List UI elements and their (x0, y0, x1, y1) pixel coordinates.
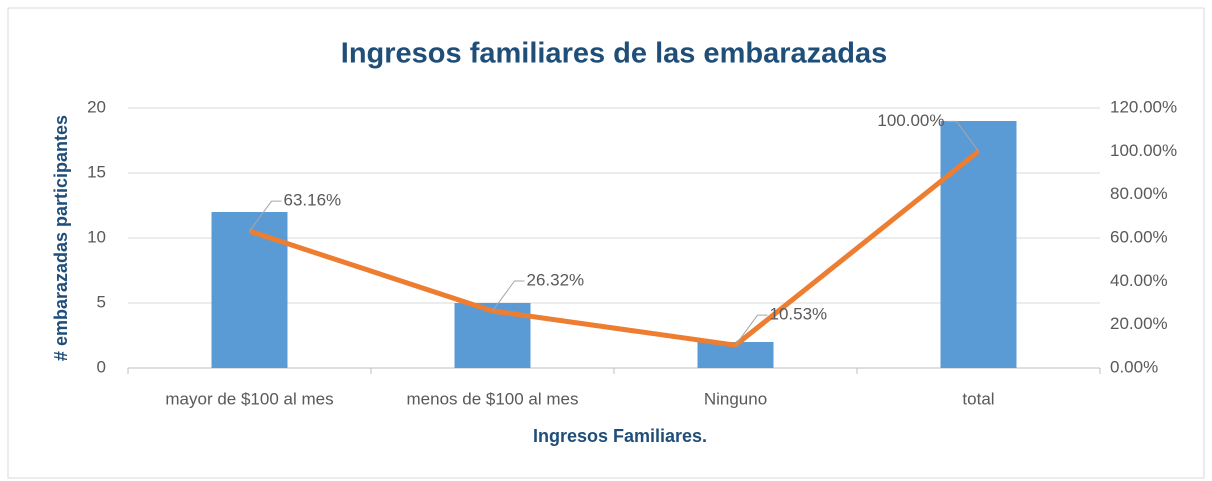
x-tick-label: Ninguno (704, 389, 767, 408)
x-tick-label: total (962, 389, 994, 408)
y2-tick-label: 60.00% (1110, 227, 1168, 246)
bar (211, 212, 288, 368)
chart-title: Ingresos familiares de las embarazadas (341, 38, 887, 70)
y-axis-title: # embarazadas participantes (51, 115, 71, 361)
leader-line (735, 314, 768, 346)
y-tick-label: 20 (87, 97, 106, 116)
y2-tick-label: 20.00% (1110, 314, 1168, 333)
x-tick-label: menos de $100 al mes (407, 389, 579, 408)
data-label: 100.00% (877, 111, 944, 130)
y2-tick-label: 100.00% (1110, 141, 1177, 160)
y-tick-label: 0 (97, 357, 106, 376)
y2-tick-label: 0.00% (1110, 357, 1158, 376)
data-label: 10.53% (770, 305, 828, 324)
y2-tick-label: 120.00% (1110, 97, 1177, 116)
bar (940, 121, 1017, 368)
y-tick-label: 15 (87, 162, 106, 181)
leader-line (492, 280, 525, 312)
data-label: 63.16% (284, 191, 342, 210)
y2-tick-label: 40.00% (1110, 271, 1168, 290)
data-label: 26.32% (527, 270, 585, 289)
y2-tick-label: 80.00% (1110, 184, 1168, 203)
leader-line (946, 120, 979, 152)
y-tick-label: 5 (97, 292, 106, 311)
y-tick-label: 10 (87, 227, 106, 246)
line (248, 149, 981, 348)
leader-line (249, 200, 282, 232)
x-tick-label: mayor de $100 al mes (165, 389, 333, 408)
x-axis-title: Ingresos Familiares. (533, 426, 707, 446)
